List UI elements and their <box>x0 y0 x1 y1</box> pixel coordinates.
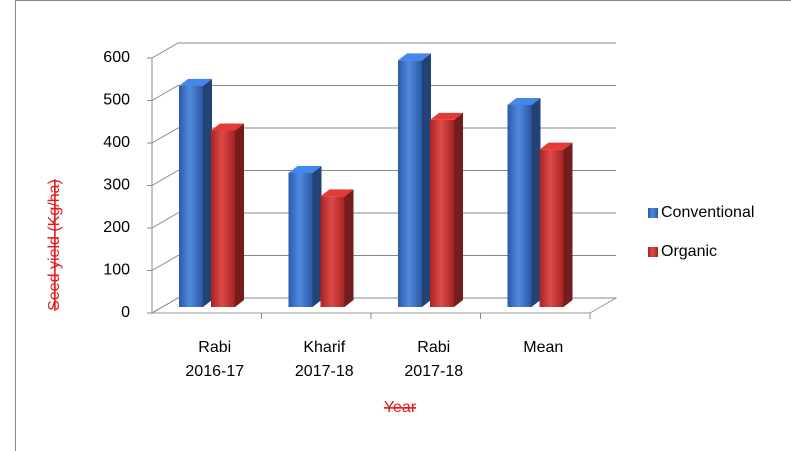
grid-line <box>151 170 616 186</box>
bar <box>430 112 463 307</box>
x-axis-label: Year <box>384 399 417 416</box>
bar-side <box>454 112 463 307</box>
legend-swatch <box>648 208 658 218</box>
bar-top <box>539 142 573 150</box>
grid-line <box>151 42 616 59</box>
y-tick-label: 500 <box>103 92 130 109</box>
bar-side <box>563 142 573 307</box>
bar <box>288 166 322 307</box>
bar-front <box>288 173 313 307</box>
grid-line <box>151 297 616 314</box>
grid-line <box>151 255 616 271</box>
bar-top <box>320 189 354 197</box>
grid-line <box>151 85 616 101</box>
grid-line <box>151 127 616 144</box>
legend-swatch <box>648 247 658 257</box>
bar-front <box>179 85 203 307</box>
bar-top <box>430 112 463 120</box>
bar <box>539 142 573 307</box>
x-tick-label: Rabi 2017-18 <box>404 339 463 380</box>
y-tick-label: 100 <box>103 262 130 279</box>
bar-top <box>179 78 212 86</box>
bar-top <box>211 123 244 131</box>
y-tick-label: 300 <box>103 177 130 194</box>
bar-top <box>398 53 431 61</box>
bar-front <box>211 130 235 307</box>
bar-side <box>422 53 431 307</box>
bar <box>398 53 431 307</box>
bar-front <box>398 60 422 307</box>
y-tick-label: 400 <box>103 134 130 151</box>
bar <box>507 98 541 307</box>
bar-front <box>430 119 454 307</box>
legend-label: Conventional <box>661 204 754 221</box>
bar-side <box>312 166 322 307</box>
bar-side <box>203 78 212 307</box>
bar-side <box>344 189 354 307</box>
bar-top <box>288 166 322 173</box>
chart-frame <box>15 0 791 451</box>
bar <box>211 123 244 307</box>
y-tick-label: 200 <box>103 219 130 236</box>
x-tick-label: Kharif 2017-18 <box>295 339 354 380</box>
bar-side <box>531 98 541 307</box>
bar-front <box>507 105 532 307</box>
bar-front <box>320 196 345 307</box>
grid-line <box>151 212 616 229</box>
bar <box>320 189 354 307</box>
y-axis-label: Seed yield (Kg/ha) <box>46 179 63 311</box>
bar-front <box>539 149 564 307</box>
bar-top <box>507 98 541 105</box>
x-tick-label: Mean <box>523 339 563 356</box>
y-tick-label: 0 <box>121 304 130 321</box>
x-tick-label: Rabi 2016-17 <box>185 339 244 380</box>
bar-side <box>235 123 244 307</box>
y-tick-label: 600 <box>103 49 130 66</box>
legend-label: Organic <box>661 243 717 260</box>
bar <box>179 78 212 307</box>
